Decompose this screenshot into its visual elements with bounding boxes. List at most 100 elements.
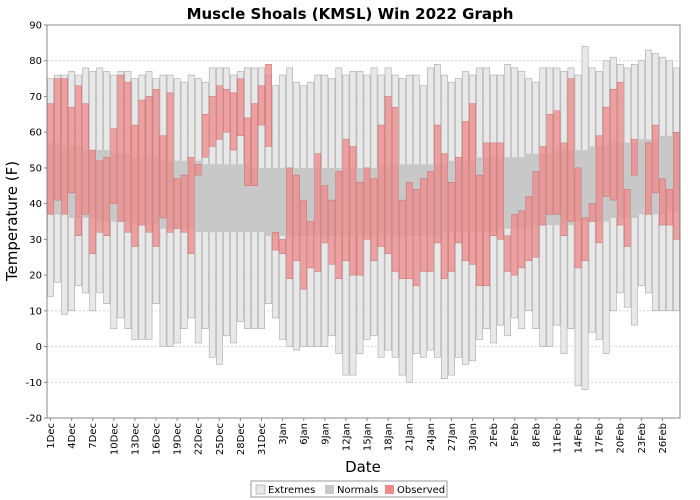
observed-bar (595, 135, 603, 244)
observed-bar (398, 199, 406, 279)
observed-bar (68, 106, 75, 194)
normals-bar (229, 164, 238, 233)
plot-area (46, 24, 681, 419)
observed-bar (623, 189, 631, 247)
observed-bar (427, 171, 434, 272)
normals-bar (637, 139, 646, 215)
normals-bar (194, 160, 203, 233)
normals-bar (243, 164, 252, 233)
x-tick-label: 26Feb (658, 423, 669, 453)
y-tick-label: 60 (29, 128, 42, 139)
observed-bar (567, 78, 575, 222)
observed-bar (532, 171, 540, 258)
observed-bar (455, 156, 462, 244)
observed-bar (497, 142, 504, 240)
normals-bar (258, 167, 266, 233)
y-tick-label: 20 (29, 271, 42, 282)
y-axis-title: Temperature (F) (3, 161, 21, 282)
normals-bar (272, 167, 280, 236)
observed-bar (82, 103, 89, 215)
x-tick-label: 18Jan (384, 423, 395, 451)
normals-bar (665, 135, 674, 211)
normals-bar (307, 167, 315, 236)
observed-bar (666, 189, 673, 226)
observed-bar (159, 135, 167, 219)
observed-bar (553, 110, 561, 215)
legend-label-extremes: Extremes (268, 485, 315, 496)
observed-bar (75, 85, 82, 236)
normals-bar (504, 157, 512, 229)
observed-bar (483, 142, 490, 287)
observed-bar (645, 142, 652, 215)
observed-bar (124, 81, 132, 233)
y-tick-label: -20 (26, 414, 42, 425)
observed-bar (54, 78, 61, 201)
observed-bar (441, 153, 448, 279)
x-axis: 1Dec 4Dec 7Dec 10Dec 13Dec 16Dec 19Dec 22Dec 25D… (46, 418, 669, 455)
x-tick-label: 7Dec (88, 423, 99, 449)
observed-bar (377, 124, 385, 247)
observed-bar (518, 210, 526, 269)
observed-bar (504, 235, 511, 272)
observed-bar (434, 124, 441, 244)
x-tick-label: 2Feb (489, 423, 500, 447)
normals-bar (588, 146, 596, 222)
observed-bar (138, 99, 146, 226)
normals-bar (222, 164, 231, 233)
observed-bar (412, 189, 420, 287)
observed-bar (47, 103, 54, 215)
observed-bar (349, 146, 357, 276)
observed-bar (469, 103, 476, 265)
observed-bar (511, 214, 519, 276)
x-tick-label: 31Dec (257, 423, 268, 455)
observed-series (47, 64, 680, 290)
y-tick-label: 90 (29, 21, 42, 32)
x-tick-label: 25Dec (215, 423, 226, 455)
normals-bar (215, 164, 224, 233)
observed-bar (258, 85, 265, 126)
legend-swatch-observed (385, 485, 394, 494)
observed-bar (272, 232, 279, 251)
y-tick-label: 40 (29, 199, 42, 210)
observed-bar (602, 106, 610, 197)
normals-bar (630, 142, 639, 218)
observed-bar (230, 92, 237, 151)
observed-bar (588, 203, 596, 222)
observed-bar (216, 85, 223, 140)
observed-bar (328, 199, 336, 265)
x-tick-label: 10Dec (109, 423, 120, 455)
x-tick-label: 1Dec (46, 423, 57, 449)
observed-bar (307, 221, 315, 269)
observed-bar (286, 167, 293, 279)
y-tick-label: 0 (36, 342, 42, 353)
legend: Extremes Normals Observed (250, 480, 448, 498)
observed-bar (539, 146, 547, 226)
observed-bar (180, 174, 188, 233)
observed-bar (630, 139, 638, 176)
observed-bar (652, 124, 659, 194)
observed-bar (525, 196, 533, 261)
observed-bar (405, 181, 413, 279)
x-axis-title: Date (345, 458, 381, 476)
observed-bar (89, 149, 97, 254)
observed-bar (342, 139, 350, 261)
observed-bar (321, 185, 329, 244)
observed-bar (279, 239, 286, 254)
x-tick-label: 21Jan (405, 423, 416, 451)
observed-bar (117, 74, 125, 222)
legend-label-normals: Normals (337, 485, 378, 496)
x-tick-label: 14Feb (574, 423, 585, 453)
x-tick-label: 20Feb (616, 423, 627, 453)
plot-border (46, 24, 681, 419)
legend-swatch-normals (325, 485, 334, 494)
observed-bar (659, 178, 666, 226)
legend-label-observed: Observed (397, 485, 445, 496)
x-tick-label: 11Feb (552, 423, 563, 453)
normals-bar (658, 135, 667, 215)
observed-bar (152, 89, 160, 247)
observed-bar (560, 142, 568, 236)
observed-bar (476, 174, 483, 287)
y-tick-label: 10 (29, 306, 42, 317)
normals-bar (208, 164, 217, 233)
observed-bar (391, 106, 399, 272)
